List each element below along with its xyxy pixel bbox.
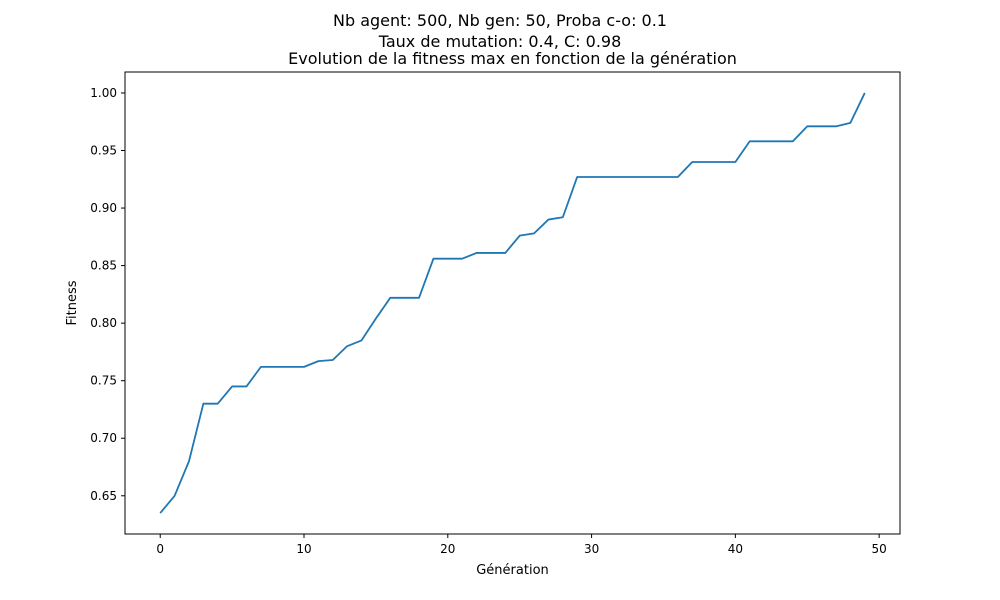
y-tick-label: 0.75	[90, 374, 117, 388]
x-axis-label: Génération	[476, 563, 549, 578]
x-tick-label: 30	[584, 542, 599, 556]
y-tick-label: 1.00	[90, 86, 117, 100]
y-tick-label: 0.65	[90, 489, 117, 503]
y-tick-label: 0.95	[90, 143, 117, 157]
y-axis: 0.65 0.70 0.75 0.80 0.85 0.90 0.95 1.00	[90, 86, 125, 503]
plot-area: 0 10 20 30 40 50 0.65 0.70 0.75 0.80 0.85 0.90 0.95…	[90, 71, 901, 556]
y-axis-label: Fitness	[65, 280, 80, 325]
x-axis: 0 10 20 30 40 50	[156, 534, 887, 556]
y-tick-label: 0.70	[90, 431, 117, 445]
y-tick-label: 0.90	[90, 201, 117, 215]
suptitle-line-1: Nb agent: 500, Nb gen: 50, Proba c-o: 0.…	[333, 11, 667, 30]
x-tick-label: 10	[296, 542, 311, 556]
x-tick-label: 40	[728, 542, 743, 556]
series-layer	[159, 92, 866, 514]
axes-frame	[124, 71, 901, 535]
suptitle-line-2: Taux de mutation: 0.4, C: 0.98	[378, 32, 622, 51]
y-tick-label: 0.85	[90, 259, 117, 273]
x-tick-label: 20	[440, 542, 455, 556]
y-tick-label: 0.80	[90, 316, 117, 330]
x-tick-label: 50	[872, 542, 887, 556]
chart-title: Evolution de la fitness max en fonction …	[288, 49, 737, 68]
x-tick-label: 0	[156, 542, 164, 556]
series-line-0	[159, 92, 866, 514]
